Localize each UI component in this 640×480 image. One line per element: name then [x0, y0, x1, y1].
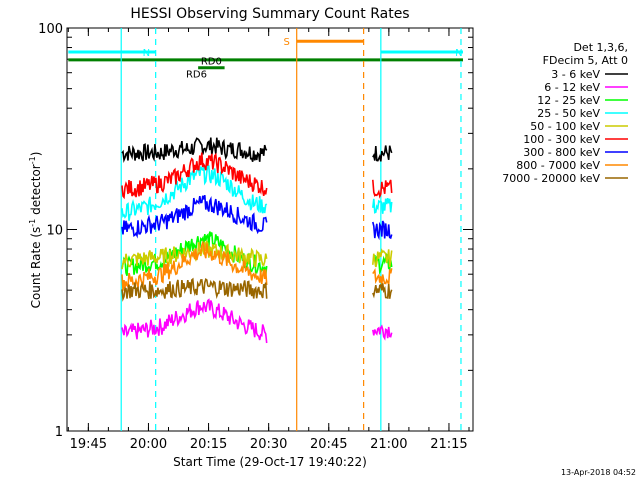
- legend-label: 100 - 300 keV: [523, 133, 600, 146]
- series-line: [121, 277, 268, 302]
- series-line: [372, 283, 393, 299]
- legend-label: 50 - 100 keV: [530, 120, 600, 133]
- series-line: [372, 197, 393, 214]
- legend-header-line-2: FDecim 5, Att 0: [543, 54, 628, 67]
- series-line: [372, 179, 393, 199]
- series-line: [121, 240, 268, 291]
- y-axis-label: Count Rate (s-1 detector-1): [28, 152, 43, 309]
- series-line: [372, 324, 393, 341]
- status-bar-label: N: [455, 48, 462, 59]
- legend-label: 800 - 7000 keV: [516, 159, 600, 172]
- series-line: [121, 137, 268, 163]
- status-bar-label: N: [143, 48, 150, 59]
- series-line: [372, 267, 393, 287]
- status-bar-label: S: [284, 37, 290, 48]
- legend-header-line-1: Det 1,3,6,: [573, 41, 628, 54]
- series-line: [121, 195, 268, 239]
- legend-label: 300 - 800 keV: [523, 146, 600, 159]
- x-tick-label: 20:15: [190, 437, 227, 452]
- y-axis-label-main: Count Rate (s: [29, 227, 43, 309]
- x-tick-label: 19:45: [70, 437, 107, 452]
- series-line: [372, 220, 393, 241]
- y-tick-label: 100: [38, 22, 63, 37]
- chart-title: HESSI Observing Summary Count Rates: [130, 6, 409, 22]
- legend-label: 12 - 25 keV: [537, 94, 600, 107]
- y-tick-label: 10: [46, 224, 63, 239]
- date-stamp: 13-Apr-2018 04:52: [561, 468, 636, 477]
- series-line: [372, 248, 393, 268]
- plot-area: 1 10 100 19:45 20:00 20:15 20:30 20:45 21:00 21:1…: [38, 22, 474, 452]
- y-tick-label: 1: [55, 425, 63, 440]
- x-axis-label: Start Time (29-Oct-17 19:40:22): [173, 455, 367, 469]
- legend-label: 25 - 50 keV: [537, 107, 600, 120]
- series-line: [372, 145, 393, 162]
- y-axis-label-end: ): [29, 152, 43, 157]
- x-tick-label: 20:30: [250, 437, 287, 452]
- rd6-label: RD6: [186, 70, 207, 81]
- y-axis-label-sup2: -1: [28, 156, 37, 164]
- y-axis-label-sup1: -1: [28, 219, 37, 227]
- status-bar-label: RD0: [201, 57, 222, 68]
- legend-label: 7000 - 20000 keV: [502, 172, 600, 185]
- x-tick-label: 21:15: [430, 437, 467, 452]
- series-line: [121, 165, 268, 221]
- series-line: [121, 152, 268, 200]
- x-tick-label: 20:45: [310, 437, 347, 452]
- x-tick-label: 20:00: [130, 437, 167, 452]
- legend-label: 3 - 6 keV: [551, 68, 600, 81]
- series-line: [121, 298, 268, 344]
- x-tick-label: 21:00: [370, 437, 407, 452]
- legend-label: 6 - 12 keV: [544, 81, 600, 94]
- y-axis-label-mid: detector: [29, 164, 43, 219]
